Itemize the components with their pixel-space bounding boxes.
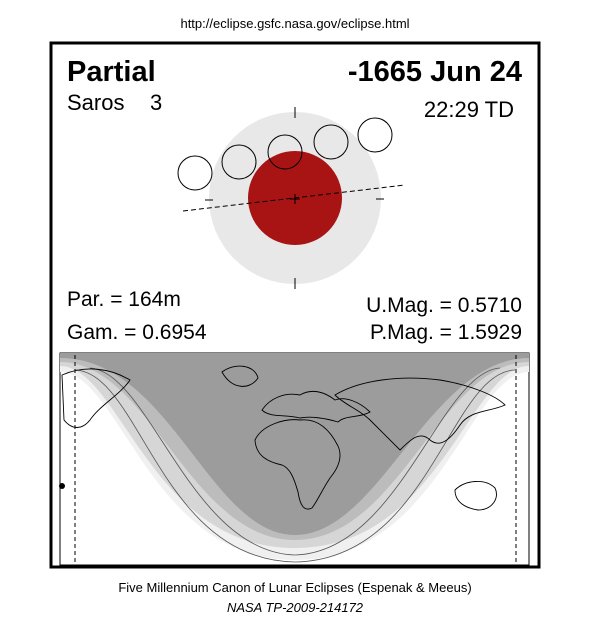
world-map (59, 352, 530, 566)
footer-credit: Five Millennium Canon of Lunar Eclipses … (118, 580, 471, 595)
contact-curve (74, 369, 516, 563)
ecliptic (182, 184, 406, 212)
contact-curve (89, 367, 501, 556)
continent (221, 365, 259, 387)
moon-position (313, 124, 349, 160)
moon-position (177, 155, 213, 191)
eclipse-geometry (177, 107, 406, 289)
duration: Par. = 164m (67, 288, 181, 311)
eclipse-date: -1665 Jun 24 (348, 56, 522, 88)
visibility-zone (60, 353, 529, 535)
moon-position (267, 134, 303, 170)
continent (454, 481, 497, 511)
saros-number: 3 (150, 90, 162, 115)
penumbral-magnitude: P.Mag. = 1.5929 (370, 321, 522, 344)
eclipse-type: Partial (67, 56, 156, 88)
umbral-magnitude: U.Mag. = 0.5710 (366, 294, 522, 317)
greatest-eclipse-point (59, 483, 65, 489)
moon-position (357, 117, 393, 153)
moon-position (221, 144, 257, 180)
saros-label: Saros (67, 90, 124, 115)
continent (334, 377, 506, 451)
footer-reference: NASA TP-2009-214172 (227, 600, 364, 615)
continent (254, 419, 341, 510)
source-url: http://eclipse.gsfc.nasa.gov/eclipse.htm… (180, 16, 409, 31)
gamma: Gam. = 0.6954 (67, 321, 207, 344)
eclipse-time: 22:29 TD (424, 97, 514, 122)
continent (261, 390, 371, 423)
